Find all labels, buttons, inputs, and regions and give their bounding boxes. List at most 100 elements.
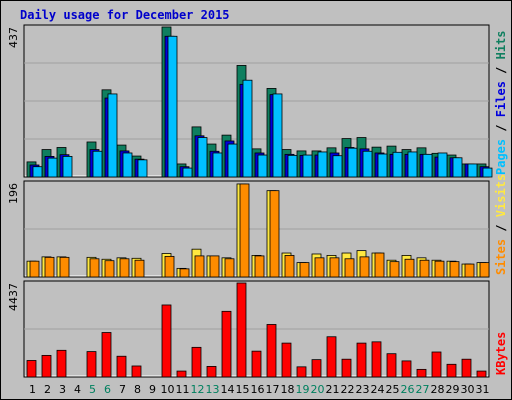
- bar-pages-day-6: [107, 93, 118, 178]
- side-label-part: Files: [494, 81, 508, 117]
- day-label-24: 24: [371, 383, 385, 396]
- bar-sites-day-23: [359, 256, 370, 278]
- max-label-traffic: 437: [7, 27, 20, 48]
- bar-pages-day-16: [257, 154, 268, 178]
- bar-pages-day-10: [167, 35, 178, 178]
- bar-pages-day-18: [287, 154, 298, 178]
- bar-kbytes-day-22: [341, 358, 352, 378]
- bar-sites-day-22: [344, 258, 355, 278]
- day-label-7: 7: [119, 383, 126, 396]
- day-label-26: 26: [401, 383, 415, 396]
- day-label-29: 29: [446, 383, 460, 396]
- side-label-part: Hits: [494, 30, 508, 59]
- day-label-23: 23: [356, 383, 370, 396]
- bar-pages-day-26: [407, 151, 418, 178]
- max-label-visitors: 196: [7, 183, 20, 204]
- bar-sites-day-21: [329, 257, 340, 278]
- bar-pages-day-30: [467, 163, 478, 178]
- bar-kbytes-day-6: [101, 332, 112, 378]
- bar-kbytes-day-27: [416, 368, 427, 378]
- bar-sites-day-20: [314, 257, 325, 278]
- bar-kbytes-day-29: [446, 363, 457, 378]
- bar-sites-day-29: [449, 261, 460, 278]
- bar-sites-day-6: [104, 260, 115, 278]
- side-label-part: KBytes: [494, 332, 508, 375]
- side-label-part: /: [494, 117, 508, 139]
- bar-sites-day-8: [134, 259, 145, 278]
- day-label-2: 2: [44, 383, 51, 396]
- day-label-31: 31: [476, 383, 490, 396]
- day-label-30: 30: [461, 383, 475, 396]
- bar-sites-day-3: [59, 256, 70, 278]
- day-label-13: 13: [206, 383, 220, 396]
- bar-pages-day-8: [137, 159, 148, 178]
- bar-sites-day-15: [239, 183, 250, 278]
- bar-sites-day-11: [179, 268, 190, 278]
- bar-kbytes-day-3: [56, 349, 67, 378]
- bar-sites-day-25: [389, 261, 400, 278]
- bar-kbytes-day-25: [386, 353, 397, 378]
- day-label-12: 12: [191, 383, 205, 396]
- bar-sites-day-28: [434, 260, 445, 278]
- side-label-part: Pages: [494, 139, 508, 175]
- day-label-16: 16: [251, 383, 265, 396]
- day-label-19: 19: [296, 383, 310, 396]
- day-label-21: 21: [326, 383, 340, 396]
- max-label-kbytes: 4437: [7, 283, 20, 311]
- bar-pages-day-29: [452, 157, 463, 178]
- day-label-15: 15: [236, 383, 250, 396]
- bar-sites-day-13: [209, 255, 220, 278]
- day-label-9: 9: [149, 383, 156, 396]
- day-label-17: 17: [266, 383, 280, 396]
- day-label-22: 22: [341, 383, 355, 396]
- bar-kbytes-day-26: [401, 360, 412, 378]
- bar-pages-day-25: [392, 151, 403, 178]
- day-label-1: 1: [29, 383, 36, 396]
- bar-pages-day-11: [182, 167, 193, 178]
- bar-pages-day-3: [62, 156, 73, 178]
- bar-sites-day-12: [194, 255, 205, 278]
- bar-kbytes-day-28: [431, 351, 442, 378]
- bar-kbytes-day-12: [191, 346, 202, 378]
- bar-pages-day-24: [377, 153, 388, 178]
- bar-sites-day-19: [299, 262, 310, 278]
- day-label-28: 28: [431, 383, 445, 396]
- day-label-4: 4: [74, 383, 81, 396]
- bar-kbytes-day-16: [251, 350, 262, 378]
- day-label-8: 8: [134, 383, 141, 396]
- bar-pages-day-1: [32, 166, 43, 178]
- bar-sites-day-31: [479, 262, 490, 278]
- bar-sites-day-27: [419, 259, 430, 278]
- bar-pages-day-2: [47, 157, 58, 178]
- bar-pages-day-13: [212, 152, 223, 178]
- bar-kbytes-day-13: [206, 366, 217, 378]
- bar-pages-day-12: [197, 137, 208, 178]
- bar-sites-day-16: [254, 255, 265, 278]
- bar-kbytes-day-19: [296, 366, 307, 378]
- bar-pages-day-23: [362, 150, 373, 178]
- bar-kbytes-day-10: [161, 304, 172, 378]
- bar-kbytes-day-30: [461, 358, 472, 378]
- bar-pages-day-17: [272, 93, 283, 178]
- side-label-part: Sites: [494, 239, 508, 275]
- bar-sites-day-24: [374, 252, 385, 278]
- day-label-11: 11: [176, 383, 190, 396]
- bar-pages-day-7: [122, 152, 133, 178]
- bar-kbytes-day-20: [311, 359, 322, 378]
- day-label-10: 10: [161, 383, 175, 396]
- bar-sites-day-14: [224, 258, 235, 278]
- bar-sites-day-2: [44, 256, 55, 278]
- bar-kbytes-day-24: [371, 341, 382, 378]
- bar-sites-day-26: [404, 258, 415, 278]
- bar-sites-day-18: [284, 255, 295, 278]
- side-label-traffic: Pages / Files / Hits: [494, 30, 508, 175]
- bar-pages-day-5: [92, 150, 103, 178]
- bar-pages-day-21: [332, 155, 343, 178]
- bar-sites-day-17: [269, 190, 280, 278]
- bar-kbytes-day-23: [356, 342, 367, 378]
- day-label-25: 25: [386, 383, 400, 396]
- bar-pages-day-31: [482, 167, 493, 178]
- bar-kbytes-day-8: [131, 365, 142, 378]
- bar-pages-day-15: [242, 79, 253, 178]
- bar-kbytes-day-5: [86, 351, 97, 378]
